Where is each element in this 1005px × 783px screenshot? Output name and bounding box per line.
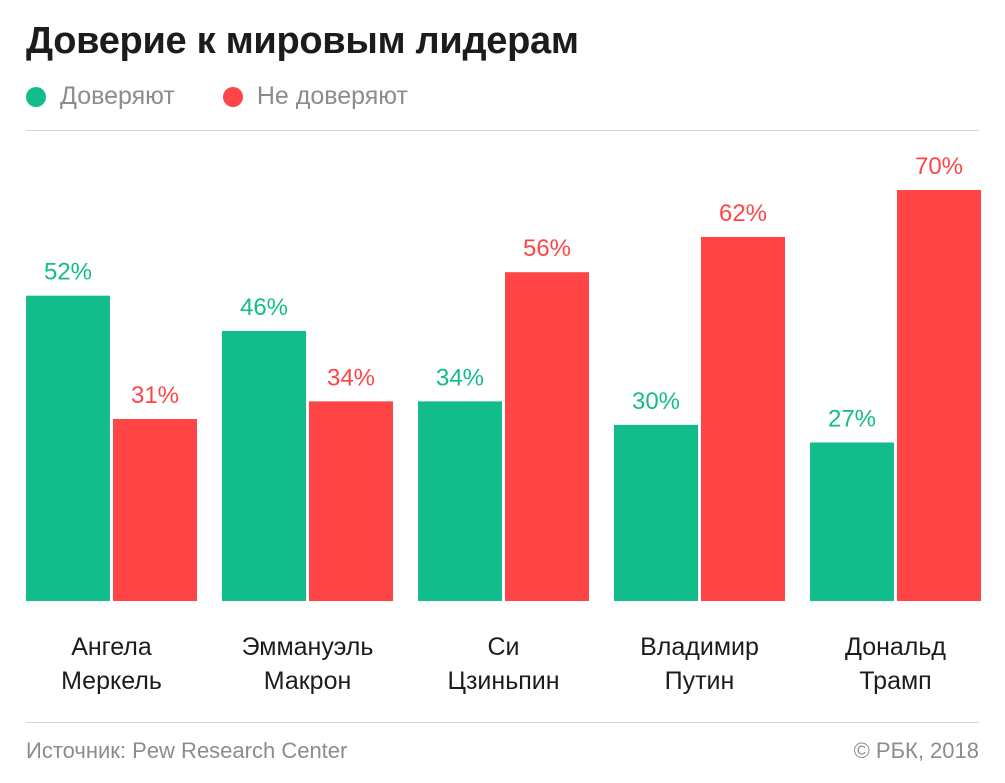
chart-title: Доверие к мировым лидерам <box>26 20 579 62</box>
bar-distrust-4 <box>897 190 981 601</box>
bar-distrust-2 <box>505 272 589 601</box>
category-label-3-line-0: Владимир <box>640 633 759 661</box>
data-label-trust-3: 30% <box>632 388 680 415</box>
category-label-4-line-0: Дональд <box>845 633 946 661</box>
data-label-distrust-4: 70% <box>915 153 963 180</box>
legend-item-distrust: Не доверяют <box>222 82 408 111</box>
legend-dot-distrust-icon <box>222 86 243 107</box>
category-label-1-line-0: Эммануэль <box>242 633 374 661</box>
bar-distrust-0 <box>113 418 197 601</box>
data-label-trust-1: 46% <box>240 294 288 321</box>
category-label-0-line-1: Меркель <box>61 667 162 695</box>
data-label-distrust-1: 34% <box>327 364 375 391</box>
legend-dot-trust-icon <box>26 86 46 107</box>
category-label-2-line-0: Си <box>487 633 519 661</box>
data-label-distrust-2: 56% <box>523 235 571 262</box>
legend: Доверяют Не доверяют <box>26 82 456 111</box>
category-label-4-line-1: Трамп <box>859 667 931 695</box>
category-label-1-line-1: Макрон <box>264 667 352 695</box>
data-label-distrust-0: 31% <box>131 382 179 409</box>
bar-trust-3 <box>614 424 698 601</box>
bar-distrust-3 <box>701 236 785 601</box>
bottom-divider <box>26 722 979 723</box>
top-divider <box>26 130 979 131</box>
copyright: © РБК, 2018 <box>853 738 979 763</box>
data-label-distrust-3: 62% <box>719 200 767 227</box>
category-label-0-line-0: Ангела <box>71 633 152 661</box>
data-label-trust-2: 34% <box>436 364 484 391</box>
category-label-2-line-1: Цзиньпин <box>447 667 559 695</box>
legend-label-distrust: Не доверяют <box>256 82 408 110</box>
bar-trust-2 <box>418 401 502 601</box>
bar-chart: 52% 31% Ангела Меркель 46% 34% Эммануэль Макрон… <box>26 153 981 695</box>
source-note: Источник: Pew Research Center <box>26 738 348 763</box>
data-label-trust-0: 52% <box>44 259 92 286</box>
bar-trust-4 <box>810 442 894 601</box>
bar-distrust-1 <box>309 401 393 601</box>
category-label-3-line-1: Путин <box>665 667 735 695</box>
legend-label-trust: Доверяют <box>60 82 175 110</box>
bar-trust-0 <box>26 295 110 601</box>
legend-item-trust: Доверяют <box>26 82 175 111</box>
bar-trust-1 <box>222 330 306 601</box>
data-label-trust-4: 27% <box>828 405 876 432</box>
